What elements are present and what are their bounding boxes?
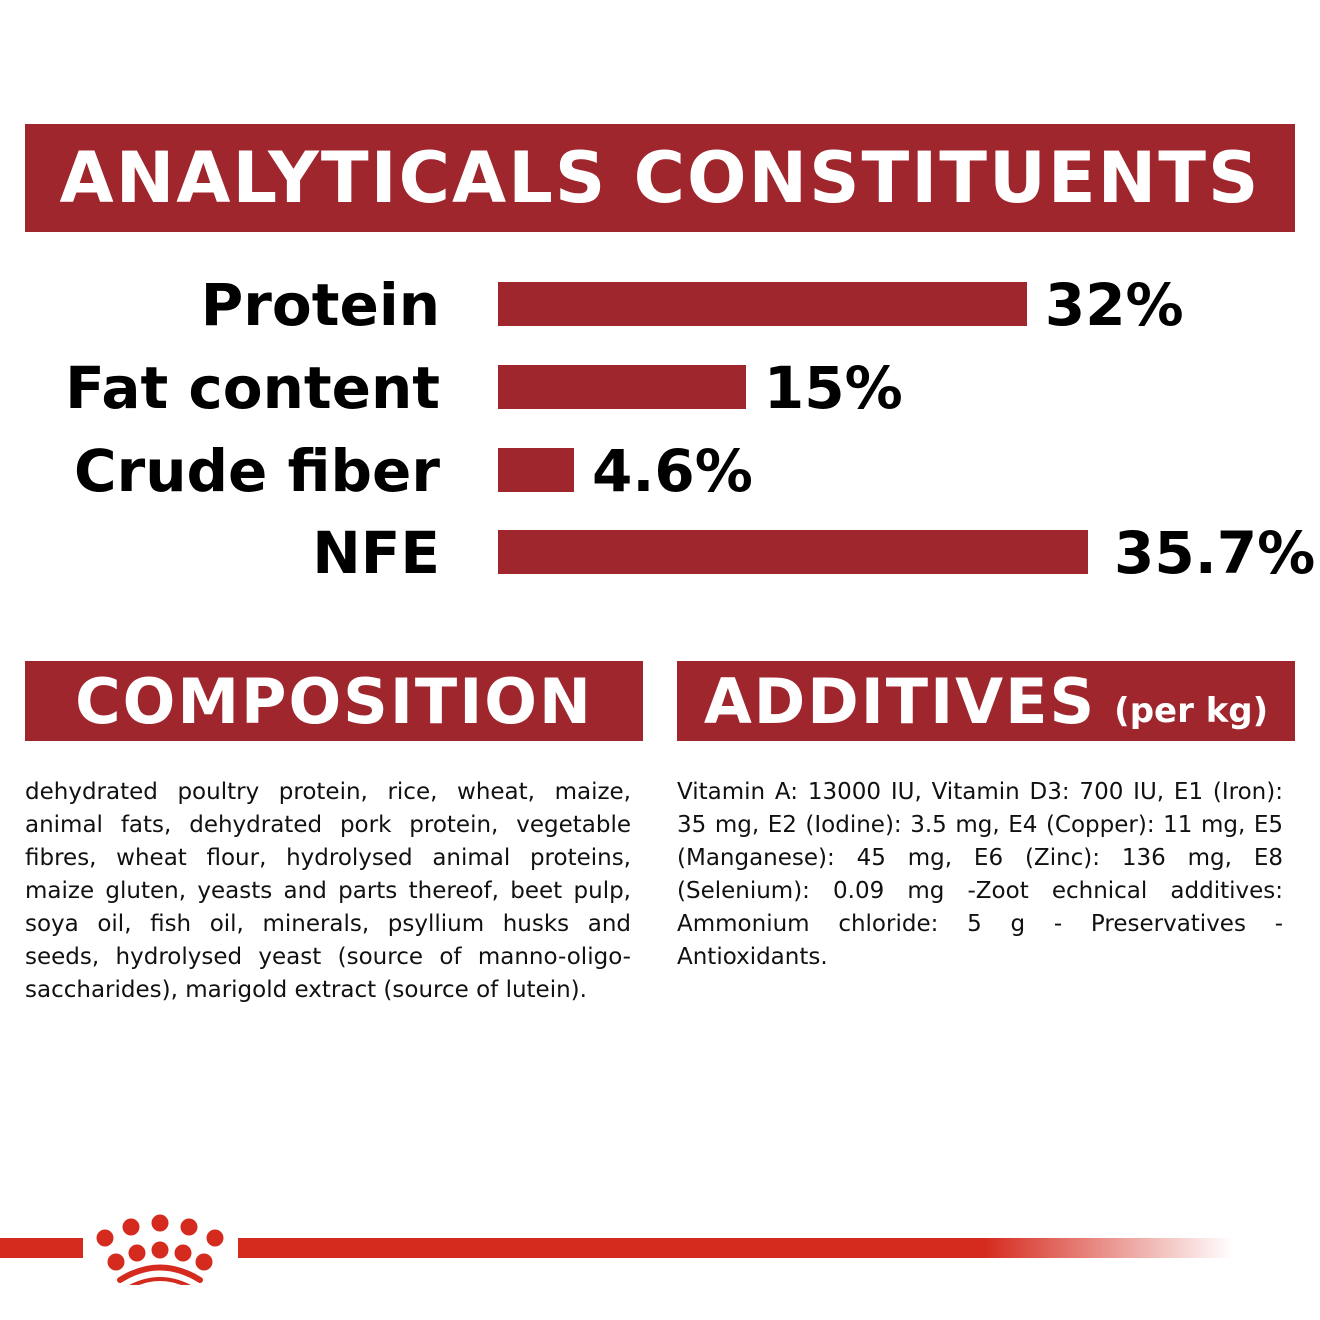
bar <box>498 530 1088 574</box>
additives-header: ADDITIVES (per kg) <box>677 661 1295 741</box>
bar <box>498 448 575 492</box>
analytical-constituents-header: ANALYTICALS CONSTITUENTS <box>25 124 1295 232</box>
composition-text: dehydrated poultry protein, rice, wheat,… <box>25 779 631 1003</box>
bar-label: NFE <box>312 519 440 587</box>
additives-text: Vitamin A: 13000 IU, Vitamin D3: 700 IU,… <box>677 779 1283 970</box>
bar-label: Crude fiber <box>74 437 440 505</box>
crown-icon <box>96 1214 224 1285</box>
bar-value-label: 4.6% <box>592 437 753 505</box>
bar <box>498 282 1027 326</box>
bar-value-label: 32% <box>1044 271 1184 339</box>
bar-label: Protein <box>200 271 440 339</box>
composition-header: COMPOSITION <box>25 661 643 741</box>
bar <box>498 365 746 409</box>
additives-title: ADDITIVES <box>703 664 1097 738</box>
brand-line-left <box>0 1238 83 1258</box>
additives-unit: (per kg) <box>1114 691 1269 731</box>
header-title: ANALYTICALS CONSTITUENTS <box>59 137 1261 219</box>
composition-title: COMPOSITION <box>75 664 593 738</box>
bar-value-label: 35.7% <box>1114 519 1316 587</box>
bar-label: Fat content <box>65 354 440 422</box>
bar-value-label: 15% <box>763 354 903 422</box>
brand-line-right <box>238 1238 1233 1258</box>
